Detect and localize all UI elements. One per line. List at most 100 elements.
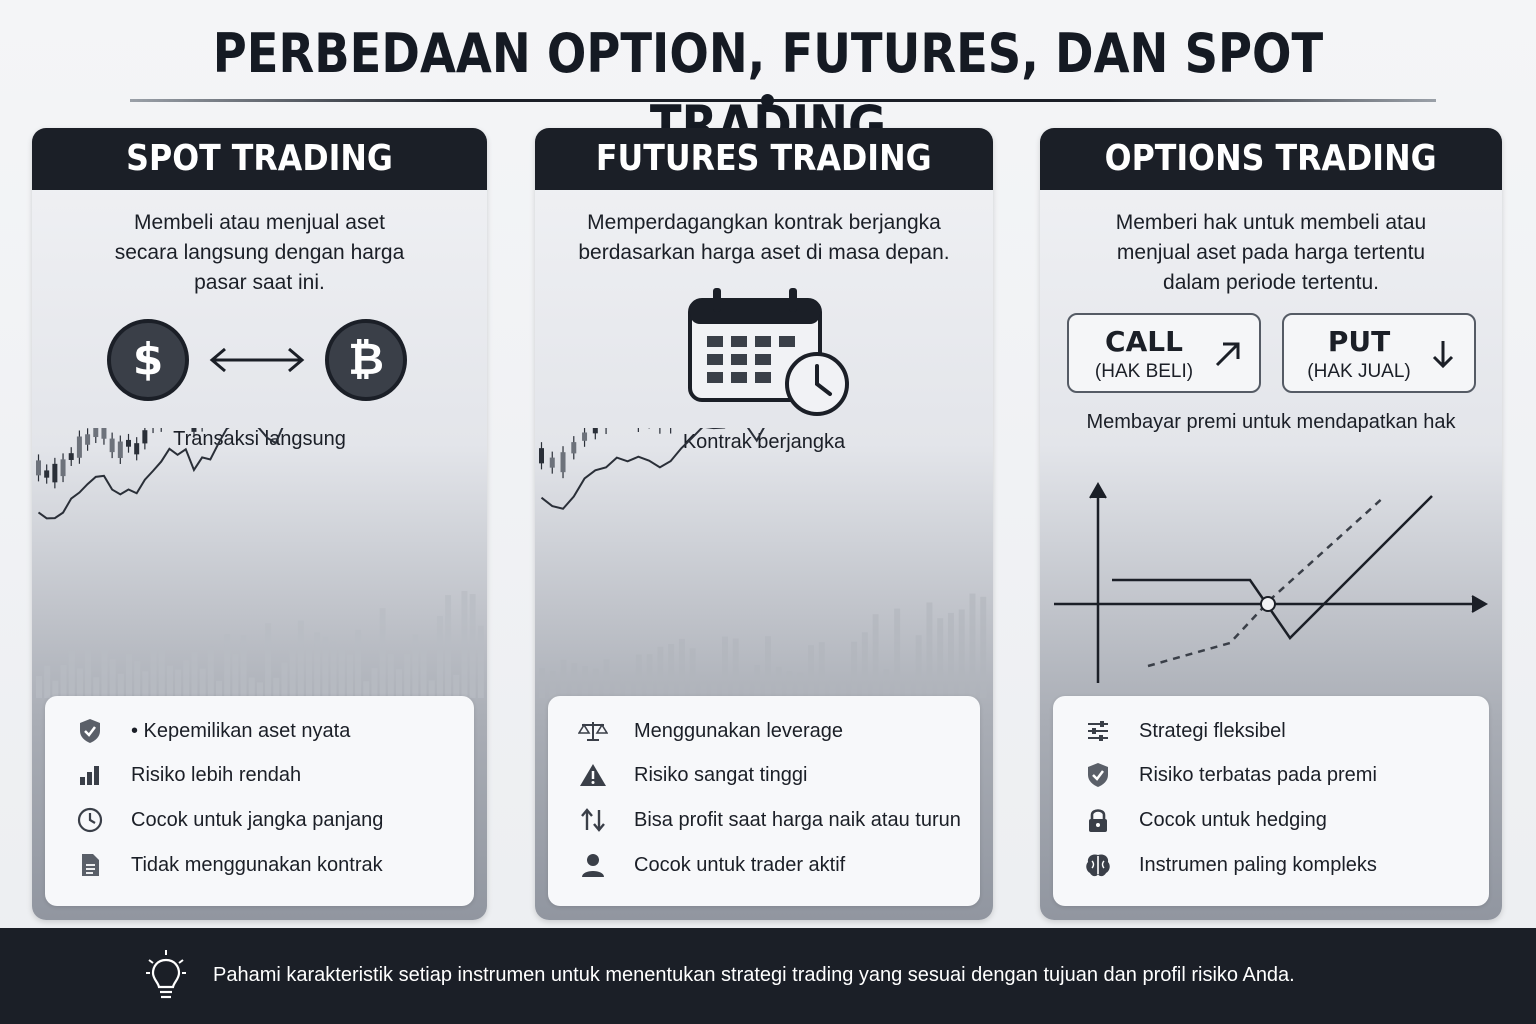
candle-body	[109, 438, 115, 453]
volume-bar	[926, 602, 933, 698]
list-item: Risiko lebih rendah	[45, 757, 474, 793]
volume-bar	[183, 660, 190, 698]
lock-icon	[1083, 805, 1113, 835]
volume-bar	[306, 650, 312, 698]
feature-list: Strategi fleksibel Risiko terbatas pada …	[1053, 696, 1489, 906]
volume-bar	[175, 669, 182, 698]
volume-bar	[894, 608, 901, 698]
panel-description: Memperdagangkan kontrak berjangka berdas…	[578, 211, 950, 264]
volume-bar	[322, 636, 329, 698]
volume-bar	[76, 668, 83, 698]
candle-body	[93, 428, 99, 438]
volume-bar	[549, 670, 556, 698]
volume-bar	[560, 659, 567, 698]
volume-bar	[969, 593, 976, 698]
dollar-icon: $	[107, 319, 189, 401]
volume-bar	[44, 665, 51, 698]
candle-body	[592, 428, 598, 434]
option-payoff-diagram	[1054, 481, 1489, 683]
volume-bar	[721, 636, 728, 698]
volume-bar	[109, 659, 116, 698]
volume-bar	[191, 652, 198, 698]
volume-bar	[355, 629, 362, 698]
up-down-arrows-icon	[578, 805, 608, 835]
volume-bar	[861, 632, 868, 698]
volume-bar	[980, 596, 987, 698]
sliders-icon	[1083, 716, 1113, 746]
candle-body	[68, 453, 74, 460]
volume-bar	[436, 615, 443, 698]
volume-bar	[404, 654, 411, 698]
volume-bar	[289, 646, 296, 698]
title-divider-dot	[761, 94, 774, 107]
volume-bar	[134, 661, 141, 698]
panel-description: Membeli atau menjual aset secara langsun…	[114, 211, 405, 294]
volume-bar	[396, 669, 402, 698]
volume-bar	[808, 645, 815, 698]
volume-bar	[216, 680, 222, 698]
volume-bar	[754, 665, 761, 698]
list-item: Risiko sangat tinggi	[548, 757, 980, 793]
volume-bar	[52, 680, 59, 698]
volume-bar	[829, 676, 836, 698]
volume-bar	[711, 682, 718, 698]
candle-body	[134, 443, 140, 455]
volume-bar	[603, 659, 610, 698]
volume-bar	[158, 647, 165, 698]
volume-bar	[958, 609, 965, 698]
volume-bar	[732, 638, 739, 698]
shield-check-icon	[1083, 760, 1113, 790]
volume-bar	[265, 623, 272, 698]
volume-bar	[937, 618, 944, 698]
volume-bar	[224, 634, 231, 698]
volume-bar	[117, 673, 124, 698]
volume-bar	[379, 608, 386, 698]
clock-icon	[75, 805, 105, 835]
shield-check-icon	[75, 716, 105, 746]
candle-body	[60, 459, 66, 477]
volume-bar	[689, 648, 696, 698]
volume-bar	[338, 644, 345, 698]
arrow-up-right-icon	[1215, 342, 1240, 367]
volume-bar	[207, 646, 214, 698]
volume-bar	[371, 668, 378, 698]
panel-description: Memberi hak untuk membeli atau menjual a…	[1115, 211, 1427, 294]
volume-bar	[797, 672, 804, 698]
volume-bar	[904, 679, 911, 698]
list-item: Bisa profit saat harga naik atau turun	[548, 802, 980, 838]
candle-body	[52, 463, 58, 483]
volume-bar	[330, 641, 337, 698]
feature-list: • Kepemilikan aset nyata Risiko lebih re…	[45, 696, 474, 906]
spot-price-chart	[36, 428, 484, 698]
candle-body	[142, 430, 148, 444]
list-item: Tidak menggunakan kontrak	[45, 847, 474, 883]
volume-bar	[947, 612, 954, 698]
list-item: Cocok untuk trader aktif	[548, 847, 980, 883]
bar-chart-icon	[75, 760, 105, 790]
panel-header: OPTIONS TRADING	[1040, 128, 1502, 190]
volume-bar	[635, 654, 642, 698]
options-trading-panel: OPTIONS TRADING Memberi hak untuk membel…	[1040, 128, 1502, 920]
volume-bar	[840, 679, 847, 698]
candle-body	[36, 460, 41, 476]
candle-body	[101, 428, 107, 439]
warning-icon	[578, 760, 608, 790]
panel-header: SPOT TRADING	[32, 128, 487, 190]
volume-bar	[232, 654, 239, 698]
list-item: • Kepemilikan aset nyata	[45, 713, 474, 749]
bitcoin-icon: ₿	[325, 319, 407, 401]
put-option-card: PUT (HAK JUAL)	[1282, 313, 1476, 393]
spot-trading-panel: SPOT TRADING Membeli atau menjual aset s…	[32, 128, 487, 920]
volume-bar	[915, 635, 922, 698]
volume-bar	[539, 668, 545, 698]
volume-bar	[248, 677, 255, 698]
volume-bar	[872, 614, 879, 698]
title-divider	[130, 99, 1436, 102]
exchange-arrow-icon	[209, 347, 305, 373]
volume-bar	[582, 665, 589, 698]
volume-bar	[775, 666, 782, 698]
trend-line	[540, 428, 765, 510]
user-icon	[578, 850, 608, 880]
candle-body	[117, 441, 123, 458]
futures-price-chart	[539, 428, 987, 698]
